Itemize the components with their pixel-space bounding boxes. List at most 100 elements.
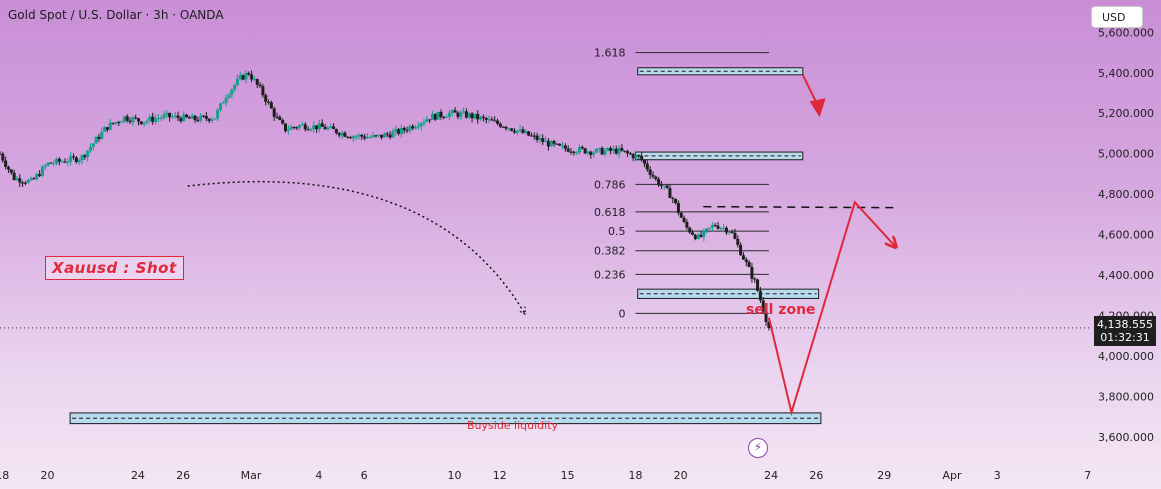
- candle-body: [518, 129, 522, 131]
- candle-body: [244, 73, 248, 80]
- candle-body: [252, 79, 256, 81]
- candle-body: [315, 125, 319, 130]
- candle-body: [326, 127, 330, 130]
- candle-body: [247, 73, 251, 75]
- candle-body: [162, 114, 166, 118]
- candle-body: [281, 119, 285, 124]
- time-tick-label: 26: [176, 469, 190, 482]
- candle-body: [682, 217, 686, 222]
- fib-level-label: 0.382: [594, 245, 626, 258]
- candle-body: [767, 321, 771, 329]
- candle-body: [6, 166, 10, 170]
- candle-body: [340, 132, 344, 136]
- candle-body: [295, 127, 299, 129]
- candle-body: [91, 143, 95, 148]
- time-tick-label: 15: [561, 469, 575, 482]
- candle-body: [750, 266, 754, 279]
- candle-body: [659, 185, 663, 187]
- candle-body: [168, 112, 172, 118]
- candle-body: [411, 126, 415, 129]
- candle-body: [332, 126, 336, 130]
- candle-body: [583, 148, 587, 154]
- candle-body: [190, 115, 194, 119]
- candle-body: [221, 102, 225, 104]
- lightning-icon[interactable]: ⚡: [748, 438, 768, 458]
- candle-body: [462, 111, 466, 113]
- candle-body: [688, 227, 692, 233]
- currency-button[interactable]: USD: [1091, 6, 1143, 28]
- candle-body: [510, 128, 514, 131]
- candle-body: [626, 151, 630, 154]
- candle-body: [199, 115, 203, 121]
- candle-body: [300, 124, 304, 126]
- time-axis[interactable]: 18 20 24 26 Mar 4 6 10 12 15 18 20 24 26 29 Apr 3 7: [0, 469, 1091, 482]
- candle-body: [643, 160, 647, 164]
- candle-body: [484, 118, 488, 120]
- candle-body: [555, 143, 559, 145]
- candle-body: [9, 169, 13, 173]
- candle-body: [476, 113, 480, 120]
- candle-body: [233, 84, 237, 90]
- candle-body: [145, 120, 149, 123]
- candle-body: [445, 116, 449, 118]
- candle-body: [46, 162, 50, 166]
- candle-body: [176, 115, 180, 119]
- candle-body: [139, 121, 143, 125]
- candle-body: [419, 123, 423, 127]
- candle-body: [490, 119, 494, 121]
- candle-body: [724, 227, 728, 233]
- price-tick-label: 4,800.000: [1098, 188, 1154, 201]
- candle-body: [761, 300, 765, 312]
- candle-body: [380, 134, 384, 138]
- candle-body: [77, 160, 81, 163]
- candle-body: [86, 150, 90, 158]
- candle-body: [182, 114, 186, 122]
- fib-level-label: 0.236: [594, 268, 626, 281]
- candle-body: [569, 151, 573, 153]
- candle-body: [428, 119, 432, 121]
- candle-body: [741, 255, 745, 260]
- candle-body: [148, 116, 152, 121]
- candle-body: [535, 135, 539, 140]
- candle-body: [261, 86, 265, 96]
- candle-body: [114, 122, 118, 124]
- candle-body: [504, 126, 508, 129]
- candle-body: [433, 114, 437, 120]
- candle-body: [365, 137, 369, 139]
- price-tick-label: 4,400.000: [1098, 269, 1154, 282]
- drawing-layer: [0, 74, 1090, 417]
- candle-body: [156, 118, 160, 120]
- candle-body: [35, 174, 39, 180]
- price-tick-label: 3,800.000: [1098, 390, 1154, 403]
- time-tick-label: Apr: [943, 469, 963, 482]
- candle-body: [450, 110, 454, 113]
- candle-body: [108, 122, 112, 130]
- candle-body: [224, 97, 228, 103]
- candle-body: [679, 212, 683, 218]
- time-tick-label: 24: [131, 469, 145, 482]
- candle-body: [501, 126, 505, 128]
- buyside-liquidity-label: Buyside liquidity: [467, 419, 559, 432]
- candle-body: [727, 231, 731, 233]
- candle-body: [83, 155, 87, 158]
- candle-body: [575, 152, 579, 154]
- candle-body: [744, 259, 748, 262]
- candle-body: [479, 116, 483, 120]
- candle-body: [153, 118, 157, 122]
- candle-body: [399, 127, 403, 134]
- candle-body: [204, 115, 208, 119]
- price-axis[interactable]: 5,600.000 5,400.000 5,200.000 5,000.000 4,80…: [1098, 26, 1154, 443]
- candle-body: [377, 134, 381, 136]
- candle-body: [264, 95, 268, 102]
- candle-body: [756, 279, 760, 291]
- candle-body: [473, 113, 477, 119]
- price-tick-label: 4,000.000: [1098, 350, 1154, 363]
- candle-body: [80, 155, 84, 161]
- candle-body: [196, 120, 200, 122]
- candle-body: [561, 145, 565, 147]
- candle-body: [558, 143, 562, 146]
- candle-body: [357, 134, 361, 137]
- candle-body: [360, 134, 364, 137]
